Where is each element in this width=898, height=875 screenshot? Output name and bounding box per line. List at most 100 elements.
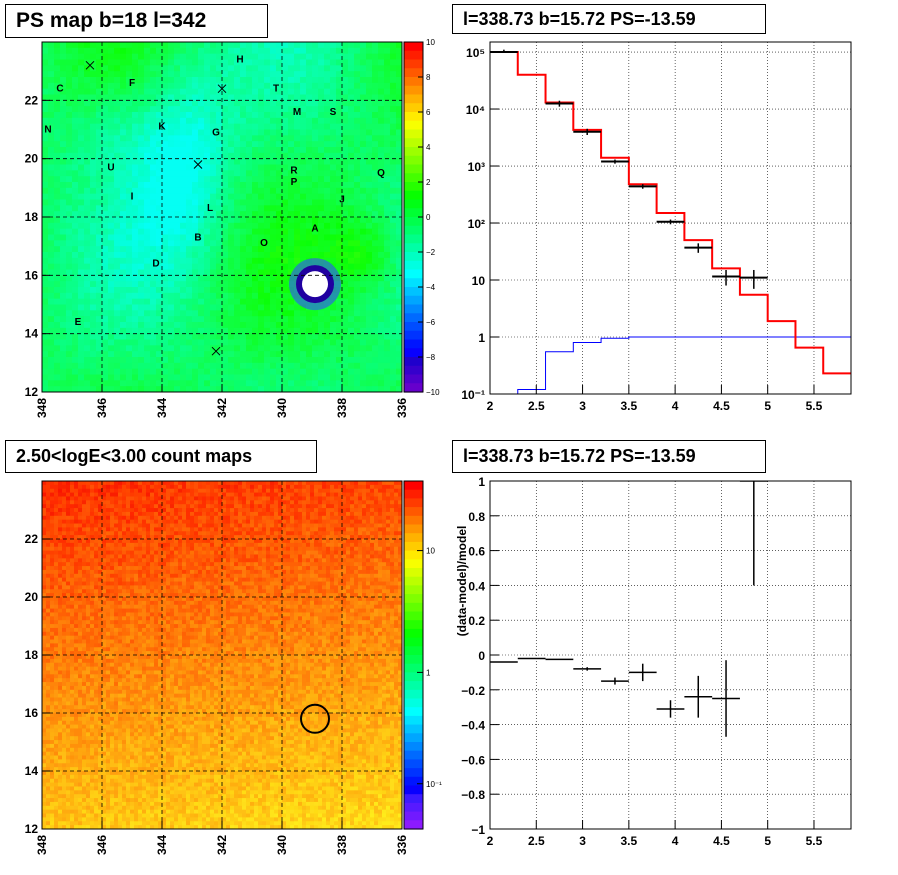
heatmap-cell [366,374,373,381]
heatmap-cell [264,357,271,364]
heatmap-cell [108,246,115,253]
heatmap-cell [72,135,79,142]
heatmap-cell [72,368,79,375]
heatmap-cell [372,82,379,90]
heatmap-cell [66,786,71,791]
heatmap-cell [210,316,217,323]
heatmap-cell [132,176,139,183]
heatmap-cell [102,71,109,78]
heatmap-cell [270,187,277,195]
heatmap-cell [342,47,349,55]
heatmap-cell [336,368,343,375]
heatmap-cell [42,304,49,311]
heatmap-cell [84,112,91,119]
heatmap-cell [384,362,391,370]
heatmap-cell [210,141,217,148]
heatmap-cell [46,550,51,555]
heatmap-cell [42,604,47,610]
heatmap-cell [276,193,283,200]
heatmap-cell [108,287,115,294]
heatmap-cell [58,740,63,745]
heatmap-cell [342,205,349,212]
heatmap-cell [84,123,91,130]
heatmap-cell [78,809,83,815]
heatmap-cell [150,135,157,142]
heatmap-cell [246,205,253,212]
heatmap-cell [96,345,103,352]
heatmap-cell [70,647,75,652]
heatmap-cell [312,129,319,136]
source-label-J: J [339,194,345,205]
heatmap-cell [324,77,331,84]
heatmap-cell [86,527,91,532]
heatmap-cell [42,205,49,212]
heatmap-cell [78,771,83,776]
heatmap-cell [66,550,71,555]
heatmap-cell [126,386,133,392]
heatmap-cell [264,77,271,84]
heatmap-cell [108,234,115,241]
heatmap-cell [48,269,55,276]
heatmap-cell [70,488,75,494]
heatmap-cell [78,782,83,787]
y-tick-label: 14 [25,327,39,341]
heatmap-cell [90,825,95,829]
heatmap-cell [74,794,79,799]
heatmap-cell [138,304,145,311]
heatmap-cell [90,747,95,753]
heatmap-cell [258,380,265,387]
heatmap-cell [240,147,247,154]
heatmap-cell [354,59,361,66]
heatmap-cell [50,616,55,621]
heatmap-cell [324,316,331,323]
heatmap-cell [222,117,229,125]
heatmap-cell [62,693,67,699]
heatmap-cell [294,240,301,247]
heatmap-cell [90,693,95,699]
heatmap-cell [82,678,87,683]
heatmap-cell [276,327,283,335]
colorbar-cell [404,304,423,314]
heatmap-cell [210,42,217,49]
heatmap-cell [54,666,59,671]
heatmap-cell [74,782,79,787]
heatmap-cell [144,106,151,113]
heatmap-cell [174,217,181,224]
heatmap-cell [384,176,391,183]
heatmap-cell [264,374,271,381]
heatmap-cell [54,778,59,784]
heatmap-cell [46,655,51,660]
heatmap-cell [90,287,97,294]
heatmap-cell [228,182,235,189]
heatmap-cell [228,257,235,265]
heatmap-cell [300,222,307,230]
heatmap-cell [114,82,121,90]
heatmap-cell [82,566,87,571]
heatmap-cell [360,304,367,311]
heatmap-cell [234,112,241,119]
spectrum-series [490,49,851,394]
heatmap-cell [384,129,391,136]
heatmap-cell [120,158,127,165]
heatmap-cell [46,682,51,687]
heatmap-cell [50,747,55,753]
heatmap-cell [78,527,83,532]
heatmap-cell [150,386,157,392]
heatmap-cell [222,327,229,335]
heatmap-cell [246,304,253,311]
heatmap-cell [42,42,49,49]
heatmap-cell [66,147,73,154]
heatmap-cell [222,275,229,282]
heatmap-cell [330,222,337,230]
heatmap-cell [324,374,331,381]
heatmap-cell [82,682,87,687]
heatmap-cell [94,519,99,525]
heatmap-cell [78,117,85,125]
heatmap-cell [234,263,241,270]
heatmap-cell [258,123,265,130]
colorbar-tick-label: −6 [426,318,436,327]
heatmap-cell [258,275,265,282]
heatmap-cell [58,747,63,753]
heatmap-cell [264,141,271,148]
heatmap-cell [138,339,145,346]
